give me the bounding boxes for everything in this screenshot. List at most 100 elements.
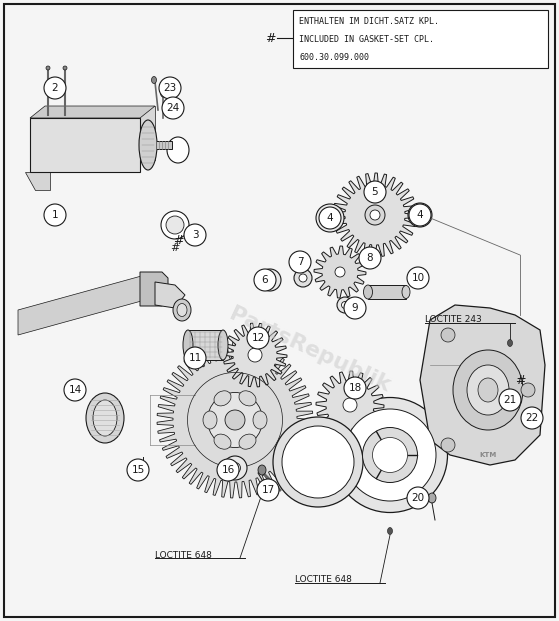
Ellipse shape xyxy=(316,204,344,232)
Polygon shape xyxy=(140,272,168,306)
Ellipse shape xyxy=(93,400,117,436)
Ellipse shape xyxy=(203,411,217,429)
Text: LOCTITE 648: LOCTITE 648 xyxy=(155,550,212,560)
Circle shape xyxy=(409,204,431,226)
Text: LOCTITE 243: LOCTITE 243 xyxy=(425,315,482,325)
Ellipse shape xyxy=(86,393,124,443)
Ellipse shape xyxy=(441,328,455,342)
Ellipse shape xyxy=(344,409,436,501)
Bar xyxy=(293,10,548,68)
Ellipse shape xyxy=(337,297,353,313)
Text: 23: 23 xyxy=(163,83,177,93)
Ellipse shape xyxy=(239,391,256,406)
Circle shape xyxy=(359,247,381,269)
Ellipse shape xyxy=(299,274,307,282)
Ellipse shape xyxy=(343,398,357,412)
Ellipse shape xyxy=(402,286,410,299)
Text: 20: 20 xyxy=(411,493,425,503)
Text: #: # xyxy=(170,243,179,253)
Ellipse shape xyxy=(139,120,157,170)
Text: 2: 2 xyxy=(51,83,58,93)
Polygon shape xyxy=(420,305,545,465)
Ellipse shape xyxy=(225,410,245,430)
Ellipse shape xyxy=(370,210,380,220)
Text: 16: 16 xyxy=(221,465,235,475)
Text: 12: 12 xyxy=(252,333,264,343)
Bar xyxy=(368,285,406,299)
Text: 17: 17 xyxy=(262,485,274,495)
Text: PartsRepublik: PartsRepublik xyxy=(226,304,394,396)
Ellipse shape xyxy=(218,330,228,360)
Ellipse shape xyxy=(223,456,247,480)
Text: 18: 18 xyxy=(348,383,362,393)
Ellipse shape xyxy=(239,434,256,449)
Text: #: # xyxy=(515,373,525,386)
Text: LOCTITE 648: LOCTITE 648 xyxy=(295,576,352,584)
Polygon shape xyxy=(157,342,313,498)
Ellipse shape xyxy=(63,66,67,70)
Ellipse shape xyxy=(362,427,418,483)
Ellipse shape xyxy=(521,383,535,397)
Circle shape xyxy=(247,327,269,349)
Polygon shape xyxy=(314,246,366,298)
Text: 14: 14 xyxy=(68,385,82,395)
Ellipse shape xyxy=(248,348,262,362)
Text: 7: 7 xyxy=(297,257,304,267)
Polygon shape xyxy=(30,118,140,172)
Ellipse shape xyxy=(508,340,513,347)
Text: 5: 5 xyxy=(372,187,378,197)
Circle shape xyxy=(44,77,66,99)
Text: #: # xyxy=(265,32,275,45)
Circle shape xyxy=(289,251,311,273)
Text: 22: 22 xyxy=(525,413,539,423)
Circle shape xyxy=(407,267,429,289)
Text: 8: 8 xyxy=(367,253,373,263)
Circle shape xyxy=(64,379,86,401)
Circle shape xyxy=(254,269,276,291)
Circle shape xyxy=(499,389,521,411)
Circle shape xyxy=(521,407,543,429)
Circle shape xyxy=(319,207,341,229)
Circle shape xyxy=(364,181,386,203)
Text: 4: 4 xyxy=(326,213,333,223)
Polygon shape xyxy=(18,275,165,335)
Text: 3: 3 xyxy=(192,230,198,240)
Text: 15: 15 xyxy=(131,465,145,475)
Ellipse shape xyxy=(342,302,348,309)
Ellipse shape xyxy=(230,463,240,473)
Ellipse shape xyxy=(265,275,275,285)
Polygon shape xyxy=(223,323,287,387)
Ellipse shape xyxy=(387,527,392,535)
Ellipse shape xyxy=(177,304,187,317)
Ellipse shape xyxy=(262,481,267,489)
Ellipse shape xyxy=(160,89,165,97)
Circle shape xyxy=(344,377,366,399)
Ellipse shape xyxy=(161,211,189,239)
Circle shape xyxy=(257,479,279,501)
Ellipse shape xyxy=(273,417,363,507)
Text: KTM: KTM xyxy=(480,452,496,458)
Ellipse shape xyxy=(183,330,193,360)
Polygon shape xyxy=(333,173,417,257)
Ellipse shape xyxy=(365,205,385,225)
Ellipse shape xyxy=(453,350,523,430)
Bar xyxy=(188,330,223,360)
Polygon shape xyxy=(30,106,155,118)
Polygon shape xyxy=(155,282,185,308)
Ellipse shape xyxy=(333,397,448,512)
Bar xyxy=(156,141,172,149)
Text: 600.30.099.000: 600.30.099.000 xyxy=(299,53,369,63)
Text: ENTHALTEN IM DICHT.SATZ KPL.: ENTHALTEN IM DICHT.SATZ KPL. xyxy=(299,17,439,27)
Ellipse shape xyxy=(372,438,408,473)
Ellipse shape xyxy=(478,378,498,402)
Ellipse shape xyxy=(139,463,148,473)
Ellipse shape xyxy=(207,392,263,448)
Polygon shape xyxy=(25,172,50,190)
Circle shape xyxy=(44,204,66,226)
Ellipse shape xyxy=(335,267,345,277)
Ellipse shape xyxy=(253,411,267,429)
Text: 9: 9 xyxy=(352,303,358,313)
Ellipse shape xyxy=(167,137,189,163)
Ellipse shape xyxy=(408,203,432,227)
Text: 24: 24 xyxy=(167,103,179,113)
